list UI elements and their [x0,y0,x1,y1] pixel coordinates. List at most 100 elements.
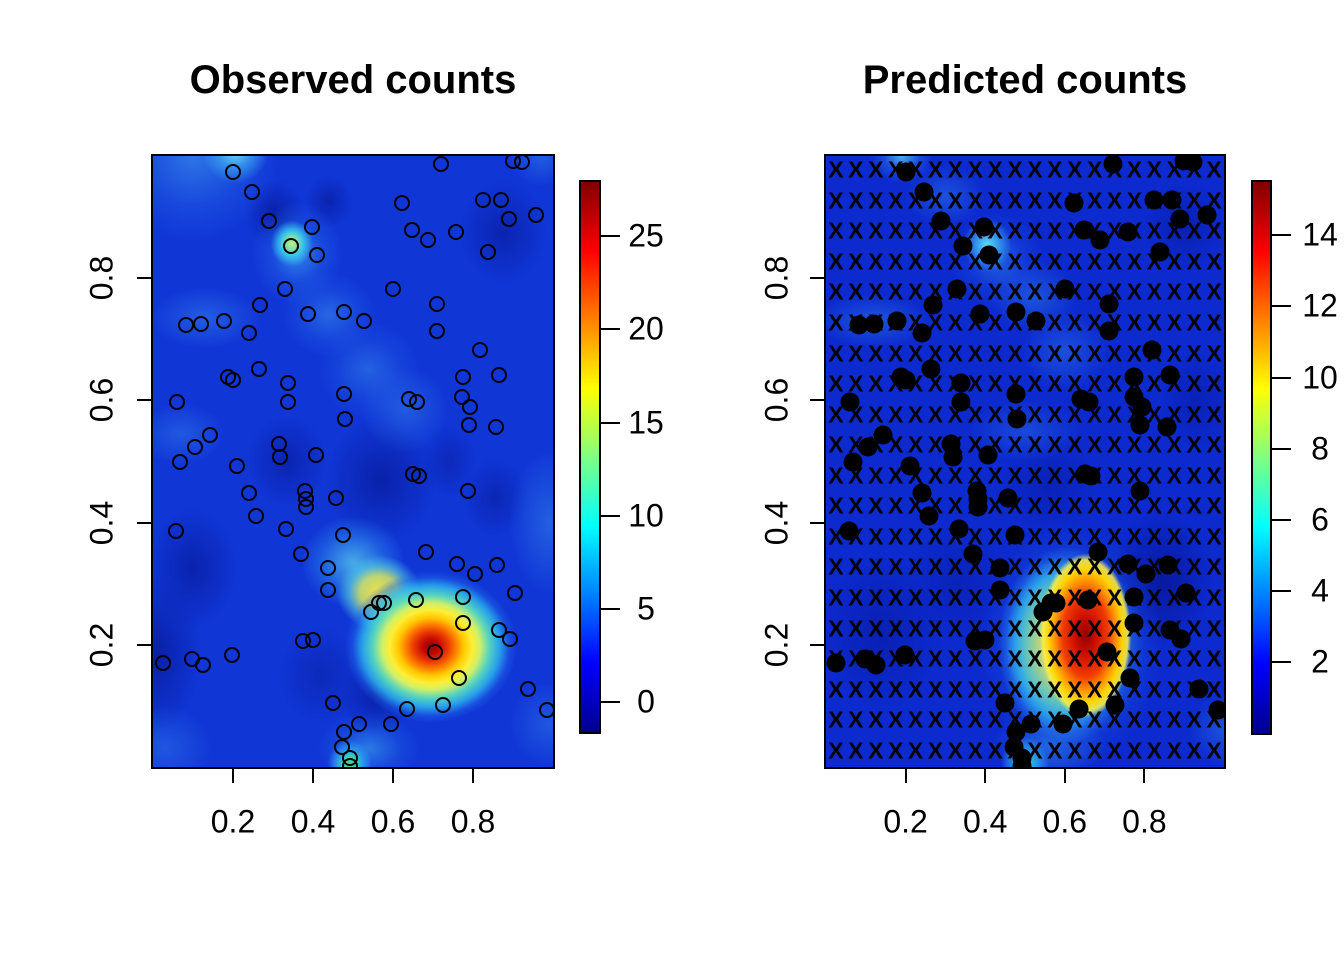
colorbar-tick-label: 20 [628,310,664,347]
observation-point-circle [328,489,345,506]
grid-x-mark: X [848,554,864,581]
grid-x-mark: X [1047,187,1063,214]
observation-point-circle [298,499,315,516]
grid-x-mark: X [1027,217,1043,244]
observation-point-circle [383,716,399,733]
observation-point-dot [951,392,971,412]
grid-x-mark: X [1047,492,1063,519]
grid-x-mark: X [1047,401,1063,428]
grid-x-mark: X [1106,554,1123,581]
grid-x-mark: X [1186,492,1202,519]
observation-point-circle [491,621,507,638]
grid-x-mark: X [1106,340,1123,367]
grid-x-mark: X [887,523,904,550]
grid-x-mark: X [1206,615,1222,642]
x-axis-tick [232,769,234,783]
grid-x-mark: X [1186,217,1202,244]
observation-point-circle [404,221,421,238]
observation-point-dot [1007,409,1027,429]
grid-x-mark: X [987,706,1003,733]
grid-x-mark: X [1086,737,1103,764]
grid-x-mark: X [947,187,964,214]
grid-x-mark: X [987,279,1003,306]
colorbar-tick [1272,518,1291,521]
grid-x-mark: X [927,676,944,703]
grid-x-mark: X [907,737,924,764]
observation-point-dot [949,519,969,539]
grid-x-mark: X [1027,523,1043,550]
observation-point-dot [1142,340,1162,360]
observation-point-dot [998,488,1018,508]
grid-x-mark: X [987,187,1003,214]
grid-x-mark: X [887,340,904,367]
observation-point-dot [914,182,934,202]
observation-point-circle [399,700,415,717]
grid-x-mark: X [1027,676,1043,703]
observation-point-dot [1053,714,1073,734]
grid-x-mark: X [947,462,964,489]
grid-x-mark: X [927,462,944,489]
grid-x-mark: X [1106,370,1123,397]
colorbar-tick-label: 12 [1302,287,1338,324]
grid-x-mark: X [1086,523,1103,550]
grid-x-mark: X [1186,340,1202,367]
grid-x-mark: X [1086,370,1103,397]
grid-x-mark: X [828,737,844,764]
observation-point-circle [229,458,245,475]
grid-x-mark: X [907,279,924,306]
grid-x-mark: X [927,615,944,642]
x-axis-tick [392,769,394,783]
grid-x-mark: X [907,706,924,733]
observation-point-circle [241,484,257,501]
grid-x-mark: X [1146,676,1163,703]
observation-point-dot [1118,554,1138,574]
grid-x-mark: X [1166,462,1182,489]
observation-point-dot [1090,230,1110,250]
grid-x-mark: X [1206,309,1222,336]
observation-point-circle [216,312,233,329]
observation-point-circle [418,543,435,560]
grid-x-mark: X [887,248,904,275]
observation-point-circle [278,521,295,538]
grid-x-mark: X [967,706,983,733]
grid-x-mark: X [967,156,983,183]
grid-x-mark: X [1126,248,1143,275]
observation-point-dot [896,162,916,182]
observation-point-circle [304,218,321,235]
observation-point-dot [873,425,893,445]
grid-x-mark: X [848,737,864,764]
observation-point-circle [320,559,337,576]
observation-point-circle [280,394,297,411]
grid-x-mark: X [927,401,944,428]
observation-point-circle [308,447,325,464]
grid-x-mark: X [967,187,983,214]
grid-x-mark: X [1047,554,1063,581]
grid-x-mark: X [907,340,924,367]
observation-point-circle [351,716,367,733]
observation-point-circle [225,163,241,180]
observation-point-circle [251,360,267,377]
observation-point-dot [900,456,920,476]
grid-x-mark: X [967,645,983,672]
grid-x-mark: X [868,279,884,306]
colorbar-tick [601,235,620,238]
grid-x-mark: X [868,615,884,642]
observation-point-circle [472,342,489,359]
grid-x-mark: X [1067,676,1083,703]
colorbar-tick [601,514,620,517]
observation-point-dot [1176,583,1196,603]
grid-x-mark: X [1086,248,1103,275]
observation-point-dot [923,295,943,315]
colorbar-tick [1272,660,1291,663]
grid-x-mark: X [947,248,964,275]
grid-x-mark: X [868,492,884,519]
grid-x-mark: X [1126,187,1143,214]
grid-x-mark: X [887,615,904,642]
observed-colorbar [581,182,599,732]
grid-x-mark: X [887,217,904,244]
grid-x-mark: X [1206,217,1222,244]
colorbar-tick-label: 8 [1311,430,1329,467]
observation-point-circle [243,184,260,201]
observation-point-circle [376,594,393,611]
observation-point-dot [1157,417,1177,437]
